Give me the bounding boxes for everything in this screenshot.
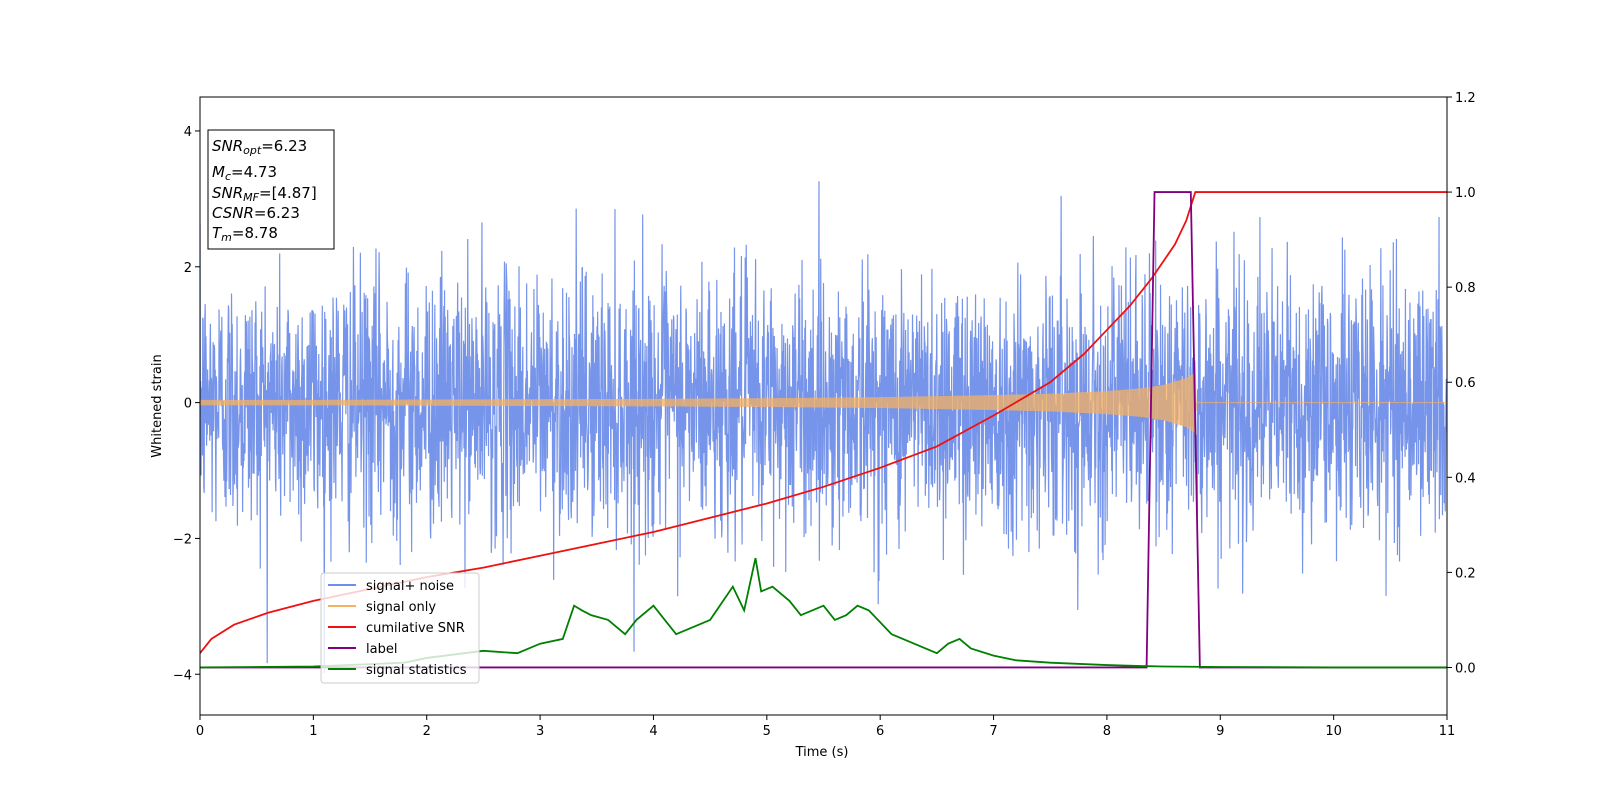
info-box-frame [207, 129, 335, 250]
x-tick-label: 3 [536, 724, 544, 739]
info-snr-opt: SNRopt=6.23 [212, 137, 307, 157]
legend-label-signal-only: signal only [366, 600, 436, 615]
x-tick-label: 8 [1103, 724, 1111, 739]
y2-tick-label: 0.0 [1455, 661, 1476, 676]
legend-label-signal-noise: signal+ noise [366, 579, 454, 594]
legend-label-cumulative-snr: cumilative SNR [366, 621, 465, 636]
y2-tick-label: 0.8 [1455, 281, 1476, 296]
y-tick-label: −2 [173, 532, 192, 547]
legend-label-label: label [366, 642, 397, 657]
series-signal-only [200, 372, 1447, 434]
info-box: SNRopt=6.23 Mc=4.73 SNRMF=[4.87] CSNR=6.… [207, 129, 335, 250]
x-tick-label: 7 [989, 724, 997, 739]
info-snr-mf: SNRMF=[4.87] [212, 184, 317, 204]
y2-tick-label: 0.4 [1455, 471, 1476, 486]
x-tick-label: 1 [309, 724, 317, 739]
info-tm: Tm=8.78 [212, 224, 278, 244]
x-tick-label: 4 [649, 724, 657, 739]
x-tick-label: 10 [1325, 724, 1342, 739]
y-axis-left: −4 −2 0 2 4 [173, 125, 200, 683]
x-tick-label: 2 [423, 724, 431, 739]
y-axis-title: Whitened strain [150, 354, 165, 457]
series-signal-statistics [200, 557, 1447, 669]
x-tick-label: 0 [196, 724, 204, 739]
y-axis-right: 0.0 0.2 0.4 0.6 0.8 1.0 1.2 [1447, 91, 1476, 676]
y2-tick-label: 1.2 [1455, 91, 1476, 106]
x-tick-label: 11 [1439, 724, 1456, 739]
signal-only-line [200, 372, 1447, 434]
y-tick-label: 0 [184, 397, 192, 412]
signal-noise-line [200, 181, 1447, 674]
y2-tick-label: 1.0 [1455, 186, 1476, 201]
x-tick-label: 5 [763, 724, 771, 739]
y2-tick-label: 0.6 [1455, 376, 1476, 391]
x-axis-title: Time (s) [795, 745, 849, 760]
y-tick-label: −4 [173, 668, 192, 683]
plot-frame [199, 96, 1448, 716]
y-tick-label: 4 [184, 125, 192, 140]
x-tick-label: 9 [1216, 724, 1224, 739]
series-signal-noise [200, 181, 1447, 674]
legend: signal+ noise signal only cumilative SNR la… [320, 572, 480, 684]
info-mc: Mc=4.73 [212, 163, 277, 183]
y2-tick-label: 0.2 [1455, 566, 1476, 581]
y-tick-label: 2 [184, 261, 192, 276]
info-csnr: CSNR=6.23 [212, 204, 300, 222]
x-axis: 0 1 2 3 4 5 6 7 8 9 10 11 [196, 715, 1455, 739]
signal-statistics-line [200, 557, 1447, 669]
legend-frame [320, 572, 480, 684]
x-tick-label: 6 [876, 724, 884, 739]
legend-label-signal-statistics: signal statistics [366, 663, 467, 678]
